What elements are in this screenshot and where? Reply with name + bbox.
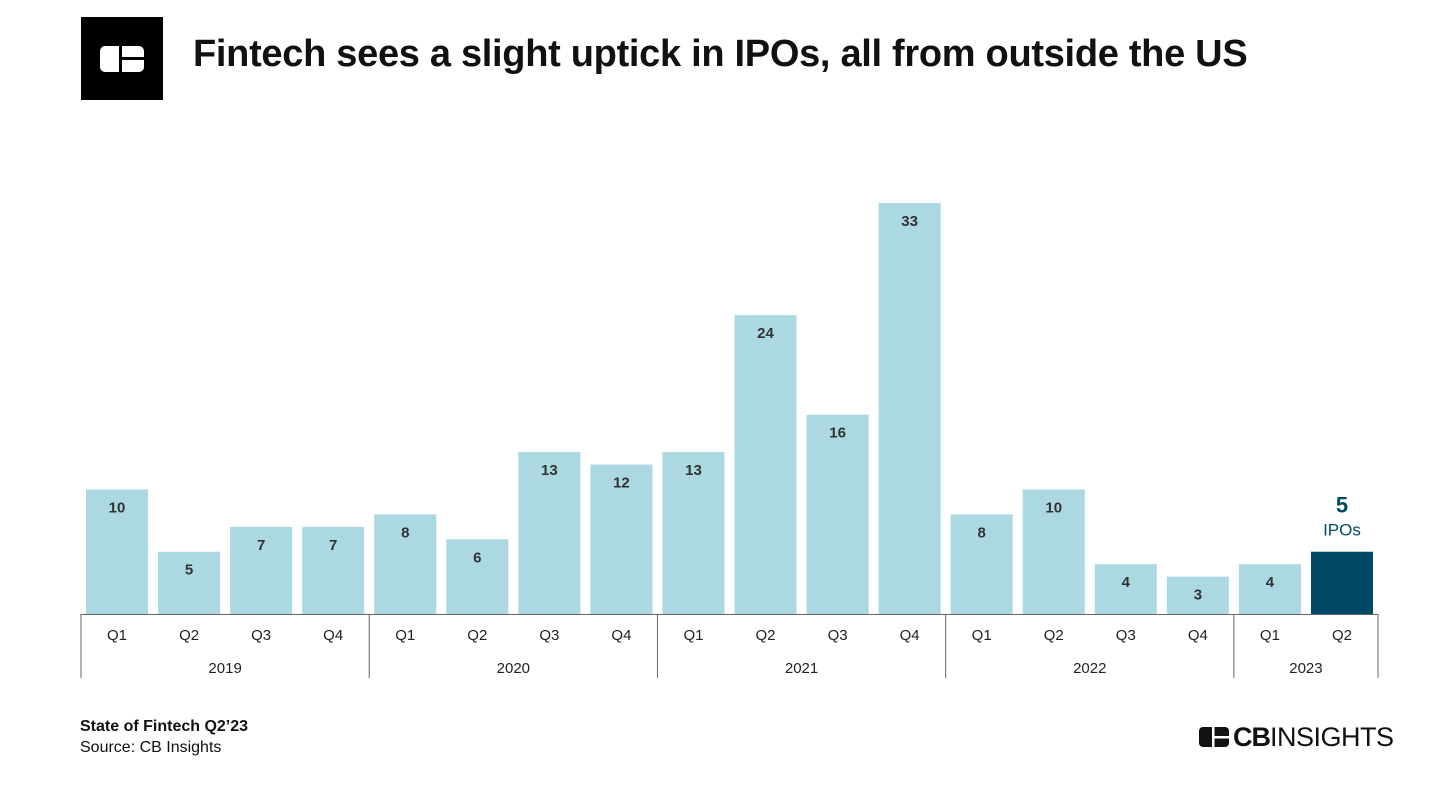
- bar-value-label: 7: [329, 537, 337, 554]
- bar-value-label: 10: [1045, 499, 1062, 516]
- bar-17: [1310, 551, 1373, 614]
- bar-value-label: 24: [757, 325, 774, 342]
- year-group-label: 2023: [1289, 660, 1322, 677]
- report-name: State of Fintech Q2’23: [80, 718, 249, 735]
- bar-value-label: 13: [685, 462, 702, 479]
- bar-6: [518, 452, 581, 614]
- year-group-label: 2021: [785, 660, 818, 677]
- bar-12: [950, 514, 1013, 614]
- quarter-tick-label: Q4: [323, 627, 343, 644]
- quarter-tick-label: Q1: [1260, 627, 1280, 644]
- quarter-tick-label: Q3: [539, 627, 559, 644]
- year-group-label: 2020: [497, 660, 530, 677]
- bar-value-label: 33: [901, 213, 918, 230]
- bar-value-label: 8: [978, 524, 986, 541]
- quarter-tick-label: Q1: [107, 627, 127, 644]
- bar-1: [158, 551, 221, 614]
- bar-13: [1022, 489, 1085, 614]
- bar-4: [374, 514, 437, 614]
- quarter-tick-label: Q4: [900, 627, 920, 644]
- brand-insights: INSIGHTS: [1270, 722, 1394, 752]
- bar-value-label: 6: [473, 549, 481, 566]
- bar-11: [878, 203, 941, 614]
- bar-8: [662, 452, 725, 614]
- year-group-label: 2019: [208, 660, 241, 677]
- quarter-tick-label: Q1: [395, 627, 415, 644]
- source-note: Source: CB Insights: [80, 739, 222, 756]
- bar-3: [302, 526, 365, 614]
- quarter-tick-label: Q3: [828, 627, 848, 644]
- bar-9: [734, 315, 797, 614]
- bar-value-label: 5: [185, 562, 193, 579]
- cb-insights-mark-icon: [1199, 727, 1229, 747]
- quarter-tick-label: Q2: [179, 627, 199, 644]
- bar-value-label: 4: [1122, 574, 1131, 591]
- quarter-tick-label: Q1: [683, 627, 703, 644]
- bar-16: [1238, 564, 1301, 614]
- bar-value-label: 4: [1266, 574, 1275, 591]
- bar-15: [1166, 576, 1229, 614]
- highlight-unit-label: IPOs: [1323, 521, 1361, 540]
- bar-value-label: 12: [613, 475, 630, 492]
- bar-14: [1094, 564, 1157, 614]
- year-group-label: 2022: [1073, 660, 1106, 677]
- bar-7: [590, 464, 653, 614]
- cb-insights-wordmark: CB INSIGHTS: [1199, 722, 1394, 752]
- brand-cb: CB: [1233, 722, 1271, 752]
- quarter-tick-label: Q2: [756, 627, 776, 644]
- quarter-tick-label: Q3: [251, 627, 271, 644]
- bar-value-label: 8: [401, 524, 409, 541]
- bar-0: [86, 489, 149, 614]
- bar-10: [806, 414, 869, 614]
- bar-5: [446, 539, 509, 614]
- bar-value-label: 10: [109, 499, 126, 516]
- page-title: Fintech sees a slight uptick in IPOs, al…: [193, 33, 1248, 75]
- bar-2: [230, 526, 293, 614]
- bar-value-label: 3: [1194, 587, 1202, 604]
- highlight-value-label: 5: [1336, 493, 1348, 518]
- bar-value-label: 13: [541, 462, 558, 479]
- quarter-tick-label: Q2: [1044, 627, 1064, 644]
- quarter-tick-label: Q4: [611, 627, 631, 644]
- quarter-tick-label: Q2: [467, 627, 487, 644]
- quarter-tick-label: Q1: [972, 627, 992, 644]
- quarter-tick-label: Q3: [1116, 627, 1136, 644]
- cb-insights-logo-icon: [81, 17, 163, 100]
- quarter-tick-label: Q4: [1188, 627, 1208, 644]
- bar-value-label: 7: [257, 537, 265, 554]
- quarter-tick-label: Q2: [1332, 627, 1352, 644]
- bar-value-label: 16: [829, 425, 846, 442]
